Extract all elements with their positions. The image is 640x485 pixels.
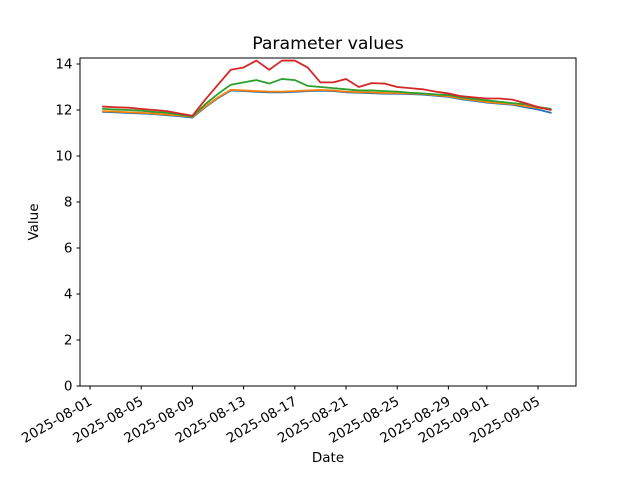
y-axis-label: Value: [26, 203, 42, 240]
y-tick-label: 2: [64, 333, 73, 349]
series-green-line: [101, 78, 552, 118]
series-lines: [101, 59, 552, 119]
plot-border: [79, 57, 577, 387]
y-tick-label: 0: [64, 379, 73, 395]
y-tick-label: 12: [55, 103, 72, 119]
y-tick-label: 6: [64, 241, 73, 257]
y-tick-label: 4: [64, 287, 73, 303]
series-orange-line: [101, 88, 552, 118]
y-tick-label: 10: [55, 149, 72, 165]
y-tick-label: 8: [64, 195, 73, 211]
x-axis-label: Date: [312, 450, 344, 466]
series-red-line: [101, 59, 552, 117]
chart-title: Parameter values: [252, 34, 404, 54]
y-tick-label: 14: [55, 57, 72, 73]
